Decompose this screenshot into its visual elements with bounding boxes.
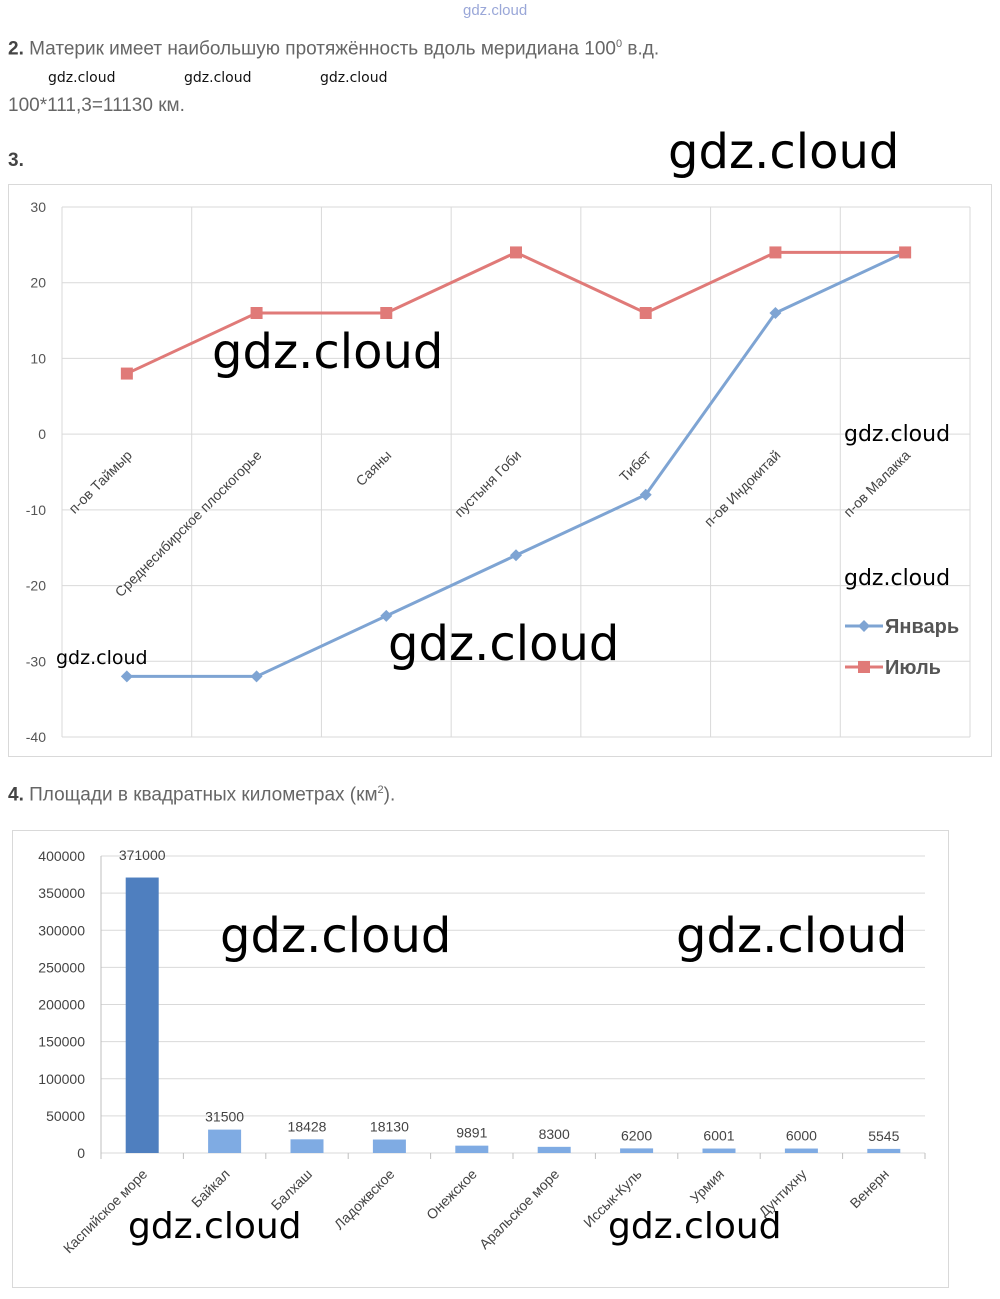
legend-marker-july: [858, 661, 870, 673]
bar-chart-ytick-label: 400000: [38, 848, 85, 864]
watermark-large-7: gdz.cloud: [608, 1206, 782, 1247]
bar-chart-value-label: 6001: [703, 1128, 734, 1144]
line-chart-point-july: [639, 307, 652, 319]
line-chart-category-label: п-ов Таймыр: [65, 447, 135, 517]
line-chart-point-january: [769, 307, 782, 319]
bar-chart-category-label: Онежское: [423, 1166, 480, 1223]
bar-chart-ytick-label: 100000: [38, 1071, 85, 1087]
line-chart-point-july: [899, 246, 912, 259]
line-chart-frame: 30 20 10 0 -10 -20 -30 -40 п-ов Таймыр Среднесиби…: [8, 184, 992, 757]
bar-chart-value-label: 5545: [868, 1128, 899, 1144]
line-chart-point-january: [250, 670, 263, 683]
task4-superscript: 2: [377, 784, 384, 796]
watermark-mid-2: gdz.cloud: [844, 566, 951, 591]
bar-chart-value-label: 9891: [456, 1125, 487, 1141]
task4-line: 4. Площади в квадратных километрах (км2)…: [8, 784, 395, 806]
line-chart-ytick-label: -10: [26, 502, 46, 518]
line-chart-point-january: [639, 488, 652, 501]
line-chart-ytick-label: 10: [30, 350, 46, 366]
bar-chart-ytick-label: 350000: [38, 885, 85, 901]
task3-number: 3.: [8, 150, 24, 171]
line-chart-category-label: Тибет: [616, 447, 654, 485]
task2-text: Материк имеет наибольшую протяжённость в…: [23, 38, 616, 60]
bar-chart-ytick-label: 150000: [38, 1034, 85, 1050]
bar-chart-ytick-label: 200000: [38, 997, 85, 1013]
watermark-small-1: gdz.cloud: [48, 70, 116, 86]
task2-calculation: 100*111,3=11130 км.: [8, 95, 185, 116]
bar-chart-value-label: 371000: [119, 847, 166, 863]
bar-chart-frame: 400000 350000 300000 250000 200000 150000 1000…: [12, 830, 949, 1288]
top-watermark: gdz.cloud: [463, 2, 528, 19]
bar-chart-ytick-label: 0: [77, 1145, 85, 1161]
bar-chart-ytick-label: 300000: [38, 922, 85, 938]
legend-label: Январь: [885, 616, 959, 638]
line-chart-ytick-label: -20: [26, 578, 46, 594]
bar-chart-value-label: 6200: [621, 1127, 652, 1143]
bar-chart-bar: [537, 1146, 571, 1153]
task2-degree: 0: [615, 38, 623, 50]
bar-chart-ytick-label: 250000: [38, 959, 85, 975]
bar-chart-bar: [290, 1139, 324, 1153]
task2-text-end: в.д.: [622, 38, 660, 60]
bar-chart-category-label: Венерн: [847, 1166, 892, 1211]
watermark-large-6: gdz.cloud: [128, 1206, 302, 1247]
watermark-large-3: gdz.cloud: [388, 616, 620, 672]
line-chart-ytick-label: 0: [38, 426, 46, 442]
line-chart-point-july: [380, 307, 393, 319]
bar-chart-value-label: 31500: [205, 1109, 244, 1125]
task4-number: 4.: [8, 784, 24, 806]
bar-chart-category-label: Ладожвское: [331, 1166, 398, 1233]
bar-chart-value-label: 6000: [786, 1128, 817, 1144]
watermark-large-1: gdz.cloud: [668, 124, 900, 180]
legend-label: Июль: [885, 657, 941, 679]
watermark-small-3: gdz.cloud: [320, 70, 388, 86]
line-chart-category-label: Среднесибирское плоскогорье: [112, 447, 265, 600]
bar-chart-category-label: Байкал: [188, 1166, 233, 1211]
line-chart-point-january: [120, 670, 133, 683]
line-chart-ytick-label: 20: [30, 275, 46, 291]
line-chart-category-label: п-ов Индокитай: [701, 447, 784, 530]
line-chart-point-january: [380, 609, 393, 622]
line-chart-point-july: [510, 246, 522, 259]
legend-marker-january: [858, 620, 870, 632]
line-chart-category-label: Саяны: [352, 447, 394, 489]
bar-chart-value-label: 18428: [288, 1118, 327, 1134]
watermark-mid-1: gdz.cloud: [844, 422, 951, 447]
line-chart-ytick-label: 30: [30, 199, 46, 215]
bar-chart-bar: [702, 1148, 736, 1153]
bar-chart-bar: [784, 1148, 818, 1153]
task4-text-end: ).: [383, 784, 396, 806]
bar-chart-ytick-label: 50000: [46, 1108, 85, 1124]
bar-chart-bar: [455, 1145, 489, 1153]
task4-text: Площади в квадратных километрах (км: [23, 784, 378, 806]
bar-chart-bar: [208, 1129, 242, 1153]
line-chart-point-january: [510, 549, 522, 562]
bar-chart-bar: [372, 1139, 406, 1153]
watermark-large-5: gdz.cloud: [676, 908, 908, 964]
bar-chart-category-label: Аральское море: [476, 1166, 562, 1252]
line-chart-ytick-label: -30: [26, 653, 46, 669]
task3-line: 3.: [8, 150, 24, 172]
line-chart-category-label: пустыня Гоби: [451, 447, 524, 520]
line-chart-category-label: п-ов Малакка: [840, 447, 913, 520]
bar-chart-bar: [867, 1148, 901, 1153]
task2-line: 2. Материк имеет наибольшую протяжённост…: [8, 38, 659, 60]
task2-number: 2.: [8, 38, 24, 60]
watermark-mid-3: gdz.cloud: [56, 647, 148, 669]
bar-chart: 400000 350000 300000 250000 200000 150000 1000…: [38, 847, 926, 1256]
bar-chart-bar: [125, 877, 159, 1153]
watermark-small-2: gdz.cloud: [184, 70, 252, 86]
line-chart-point-july: [769, 246, 782, 259]
line-chart-ytick-label: -40: [26, 729, 46, 745]
bar-chart-value-label: 8300: [539, 1126, 570, 1142]
watermark-large-4: gdz.cloud: [220, 908, 452, 964]
bar-chart-bar: [620, 1148, 654, 1153]
bar-chart-category-label: Урмия: [687, 1166, 727, 1206]
watermark-large-2: gdz.cloud: [212, 324, 444, 380]
line-chart-point-july: [250, 307, 263, 319]
bar-chart-value-label: 18130: [370, 1119, 409, 1135]
line-chart: 30 20 10 0 -10 -20 -30 -40 п-ов ТаймырСреднесиби…: [26, 199, 971, 745]
line-chart-point-july: [120, 367, 133, 380]
